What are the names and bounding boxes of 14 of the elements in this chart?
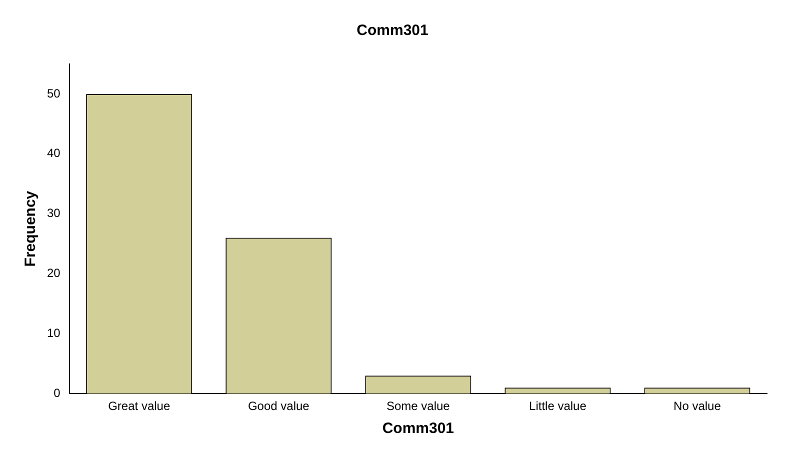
x-tick-label: No value bbox=[674, 399, 722, 414]
y-tick-label: 40 bbox=[46, 146, 61, 160]
x-tick-label: Great value bbox=[108, 399, 170, 414]
x-tick-label: Some value bbox=[386, 399, 450, 414]
x-tick-label: Little value bbox=[529, 399, 587, 414]
y-tick-label: 20 bbox=[46, 266, 61, 280]
y-tick-label: 0 bbox=[54, 386, 61, 400]
chart-title: Comm301 bbox=[356, 22, 428, 40]
y-axis-title: Frequency bbox=[22, 190, 40, 267]
y-tick-label: 30 bbox=[46, 206, 61, 220]
x-tick-label: Good value bbox=[248, 399, 310, 414]
y-tick-label: 10 bbox=[46, 326, 61, 340]
x-axis-title: Comm301 bbox=[382, 420, 454, 438]
y-tick-label: 50 bbox=[46, 86, 61, 100]
